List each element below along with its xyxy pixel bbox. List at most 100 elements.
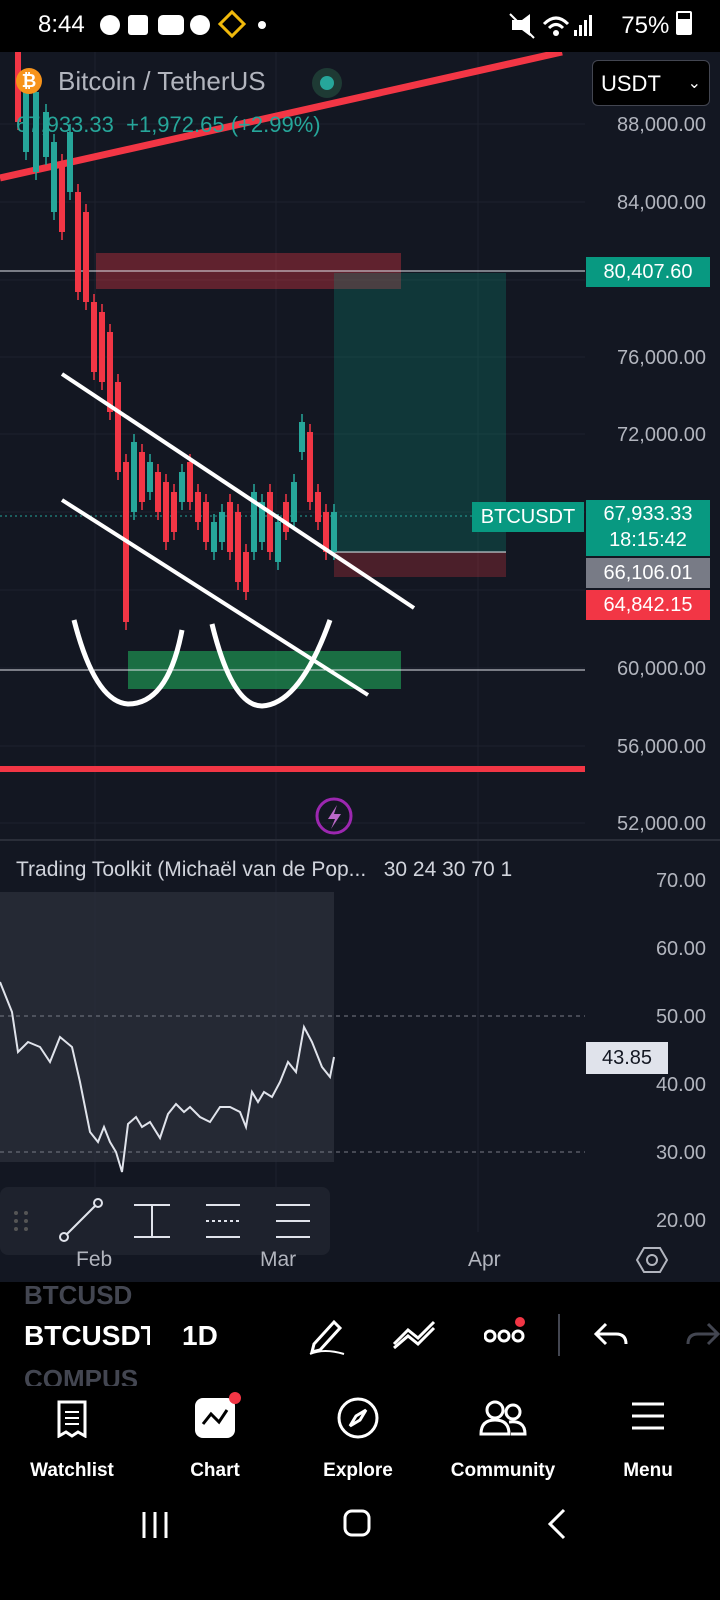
candle-body <box>291 482 297 522</box>
chart-canvas[interactable] <box>0 52 720 1282</box>
candle-body <box>315 492 321 522</box>
currency-select[interactable]: USDT ⌄ <box>592 60 710 106</box>
nav-label: Watchlist <box>30 1460 114 1481</box>
nav-explore[interactable]: Explore <box>288 1386 428 1498</box>
candle-body <box>131 442 137 512</box>
bottom-curve-1 <box>71 619 185 707</box>
market-status-icon <box>312 68 342 98</box>
youtube-icon <box>158 15 184 35</box>
lightning-icon <box>315 797 353 835</box>
candle-body <box>67 132 73 192</box>
interval-button[interactable]: 1D <box>182 1320 218 1351</box>
candle-body <box>235 512 241 582</box>
price-label: 84,000.00 <box>617 192 706 214</box>
more-icon[interactable] <box>484 1316 528 1350</box>
candle-body <box>59 162 65 232</box>
nav-community[interactable]: Community <box>433 1386 573 1498</box>
symbol-tag: BTCUSDT <box>472 502 584 532</box>
price-label: 88,000.00 <box>617 114 706 136</box>
nav-label: Explore <box>323 1460 393 1481</box>
chart-settings-icon[interactable] <box>636 1244 668 1276</box>
last-price-tag: 67,933.33 18:15:42 <box>586 500 710 556</box>
nav-chart[interactable]: Chart <box>145 1386 285 1498</box>
candle-countdown: 18:15:42 <box>609 529 687 551</box>
indicator-value-tag: 43.85 <box>586 1042 668 1074</box>
symbol-current[interactable]: BTCUSDT <box>24 1320 150 1351</box>
trendline-tool-icon[interactable] <box>50 1193 106 1249</box>
watchlist-icon <box>57 1400 87 1438</box>
candle-body <box>115 382 121 472</box>
battery-percent: 75% <box>621 11 692 40</box>
header-price-row: 67,933.33 +1,972.65 (+2.99%) <box>16 112 321 138</box>
candle-body <box>147 462 153 492</box>
candle-body <box>139 452 145 502</box>
candle-body <box>171 492 177 532</box>
candle-body <box>251 492 257 552</box>
binance-icon <box>217 9 247 39</box>
candle-body <box>91 302 97 372</box>
last-price: 67,933.33 <box>603 503 693 525</box>
candle-body <box>179 472 185 502</box>
indicator-axis-label: 30.00 <box>655 1142 706 1164</box>
drawing-toolbar <box>0 1187 330 1255</box>
header-change: +1,972.65 (+2.99%) <box>126 112 321 137</box>
recent-apps-icon[interactable] <box>140 1510 170 1540</box>
candle-body <box>83 212 89 302</box>
chart-icon <box>195 1392 241 1438</box>
candle-body <box>155 472 161 512</box>
candle-body <box>195 492 201 522</box>
pencil-icon[interactable] <box>308 1314 348 1356</box>
candle-body <box>219 512 225 542</box>
menu-icon <box>632 1402 664 1430</box>
candle-body <box>227 502 233 552</box>
dot-icon <box>258 21 266 29</box>
indicator-legend[interactable]: Trading Toolkit (Michaël van de Pop... 3… <box>16 858 584 882</box>
message-icon <box>100 15 120 35</box>
chevron-down-icon: ⌄ <box>687 75 701 92</box>
bottom-curve-2 <box>209 619 333 709</box>
nav-label: Menu <box>623 1460 673 1481</box>
home-icon[interactable] <box>342 1508 372 1538</box>
undo-icon[interactable] <box>594 1320 628 1350</box>
time-label: Feb <box>76 1248 113 1271</box>
candle-body <box>203 502 209 542</box>
candle-body <box>299 422 305 452</box>
symbol-bar: BTCUSD BTCUSDT COMPUS 1D <box>0 1280 720 1394</box>
candle-body <box>331 512 337 552</box>
header-price: 67,933.33 <box>16 112 114 137</box>
candle-body <box>243 552 249 592</box>
candle-body <box>99 312 105 382</box>
candle-body <box>211 522 217 552</box>
nav-menu[interactable]: Menu <box>578 1386 718 1498</box>
indicators-icon[interactable] <box>392 1320 438 1350</box>
pair-title[interactable]: Bitcoin / TetherUS <box>58 66 266 96</box>
candle-body <box>323 512 329 552</box>
notification-dot <box>229 1392 241 1404</box>
back-icon[interactable] <box>546 1508 568 1540</box>
symbol-prev[interactable]: BTCUSD <box>24 1280 133 1310</box>
chat-icon <box>190 15 210 35</box>
indicator-line <box>0 981 335 1173</box>
parallel-channel-tool-icon[interactable] <box>196 1193 252 1249</box>
nav-watchlist[interactable]: Watchlist <box>2 1386 142 1498</box>
fib-retracement-tool-icon[interactable] <box>266 1193 322 1249</box>
redo-icon[interactable] <box>686 1320 720 1350</box>
chart-area[interactable]: ₿ Bitcoin / TetherUS 67,933.33 +1,972.65… <box>0 52 720 1282</box>
app-icon <box>128 15 148 35</box>
indicator-axis-label: 20.00 <box>655 1210 706 1232</box>
toolbar-divider <box>558 1314 560 1356</box>
candle-body <box>75 192 81 292</box>
nav-label: Community <box>450 1460 556 1481</box>
indicator-name: Trading Toolkit (Michaël van de Pop... <box>16 858 367 881</box>
candle-body <box>259 502 265 542</box>
time-label: Mar <box>260 1248 297 1271</box>
channel-upper-line <box>60 372 416 610</box>
indicator-axis-label: 60.00 <box>655 938 706 960</box>
candle-body <box>51 142 57 212</box>
upper-trendline <box>0 52 563 182</box>
bottom-nav: Watchlist Chart Explore Community Menu <box>0 1386 720 1498</box>
signal-icons <box>509 13 592 39</box>
price-range-tool-icon[interactable] <box>124 1193 180 1249</box>
candle-body <box>163 482 169 542</box>
price-label: 56,000.00 <box>617 736 706 758</box>
